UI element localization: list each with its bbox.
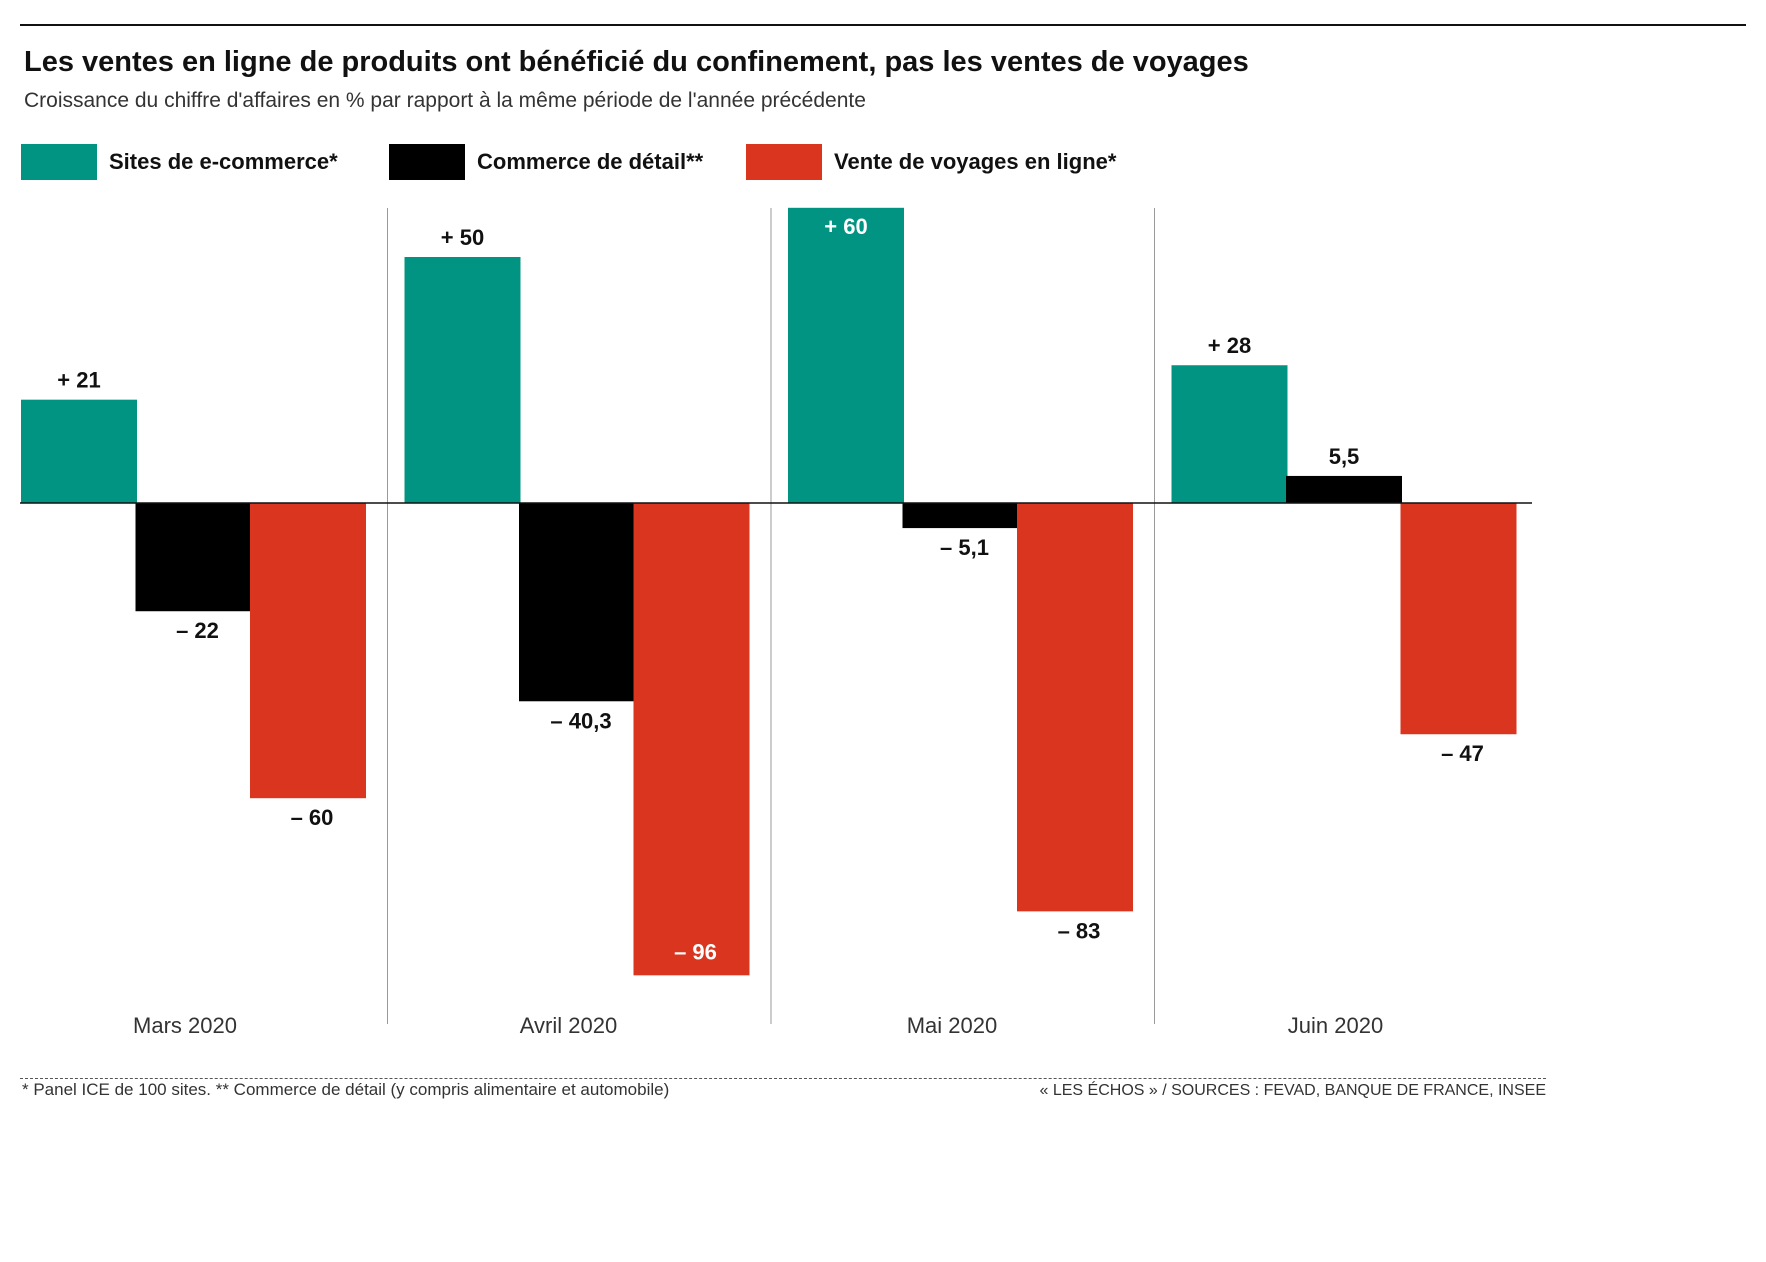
legend-item-travel: Vente de voyages en ligne* (746, 144, 1116, 180)
bar-retail-1 (519, 503, 635, 702)
legend-item-ecommerce: Sites de e-commerce* (21, 144, 338, 180)
legend-label-retail: Commerce de détail** (477, 149, 704, 174)
chart-title: Les ventes en ligne de produits ont béné… (24, 46, 1249, 78)
data-label-retail-2: – 5,1 (940, 535, 989, 560)
bar-travel-3 (1400, 503, 1517, 735)
bar-ecommerce-2 (788, 207, 904, 504)
chart-subtitle: Croissance du chiffre d'affaires en % pa… (24, 89, 866, 112)
data-label-retail-3: 5,5 (1329, 444, 1360, 469)
bar-ecommerce-3 (1171, 365, 1288, 503)
x-tick-label-1: Avril 2020 (520, 1013, 617, 1038)
legend-label-ecommerce: Sites de e-commerce* (109, 149, 338, 174)
footer-rule (20, 1078, 1546, 1079)
bar-travel-2 (1017, 503, 1133, 912)
data-label-ecommerce-2: + 60 (824, 214, 867, 239)
legend-label-travel: Vente de voyages en ligne* (834, 149, 1117, 174)
bar-retail-2 (902, 503, 1019, 529)
legend-item-retail: Commerce de détail** (389, 144, 703, 180)
x-tick-label-3: Juin 2020 (1288, 1013, 1383, 1038)
legend-swatch-retail (389, 144, 465, 180)
data-label-ecommerce-3: + 28 (1208, 333, 1251, 358)
source-credit: « LES ÉCHOS » / SOURCES : FEVAD, BANQUE … (1039, 1082, 1547, 1099)
data-label-ecommerce-0: + 21 (57, 368, 100, 393)
top-rule (20, 24, 1746, 26)
legend-swatch-ecommerce (21, 144, 97, 180)
data-label-travel-0: – 60 (291, 805, 334, 830)
legend-swatch-travel (746, 144, 822, 180)
bar-retail-3 (1286, 475, 1402, 503)
x-tick-label-2: Mai 2020 (907, 1013, 998, 1038)
data-label-retail-1: – 40,3 (550, 708, 611, 733)
data-label-travel-3: – 47 (1441, 741, 1484, 766)
bar-ecommerce-0 (21, 399, 137, 503)
bar-retail-0 (135, 503, 252, 612)
x-tick-label-0: Mars 2020 (133, 1013, 237, 1038)
bar-travel-0 (250, 503, 366, 799)
data-label-ecommerce-1: + 50 (441, 225, 484, 250)
bar-ecommerce-1 (404, 257, 521, 503)
data-label-retail-0: – 22 (176, 618, 219, 643)
data-label-travel-1: – 96 (674, 939, 717, 964)
data-label-travel-2: – 83 (1058, 918, 1101, 943)
footnote: * Panel ICE de 100 sites. ** Commerce de… (22, 1080, 670, 1099)
bar-travel-1 (633, 503, 750, 976)
